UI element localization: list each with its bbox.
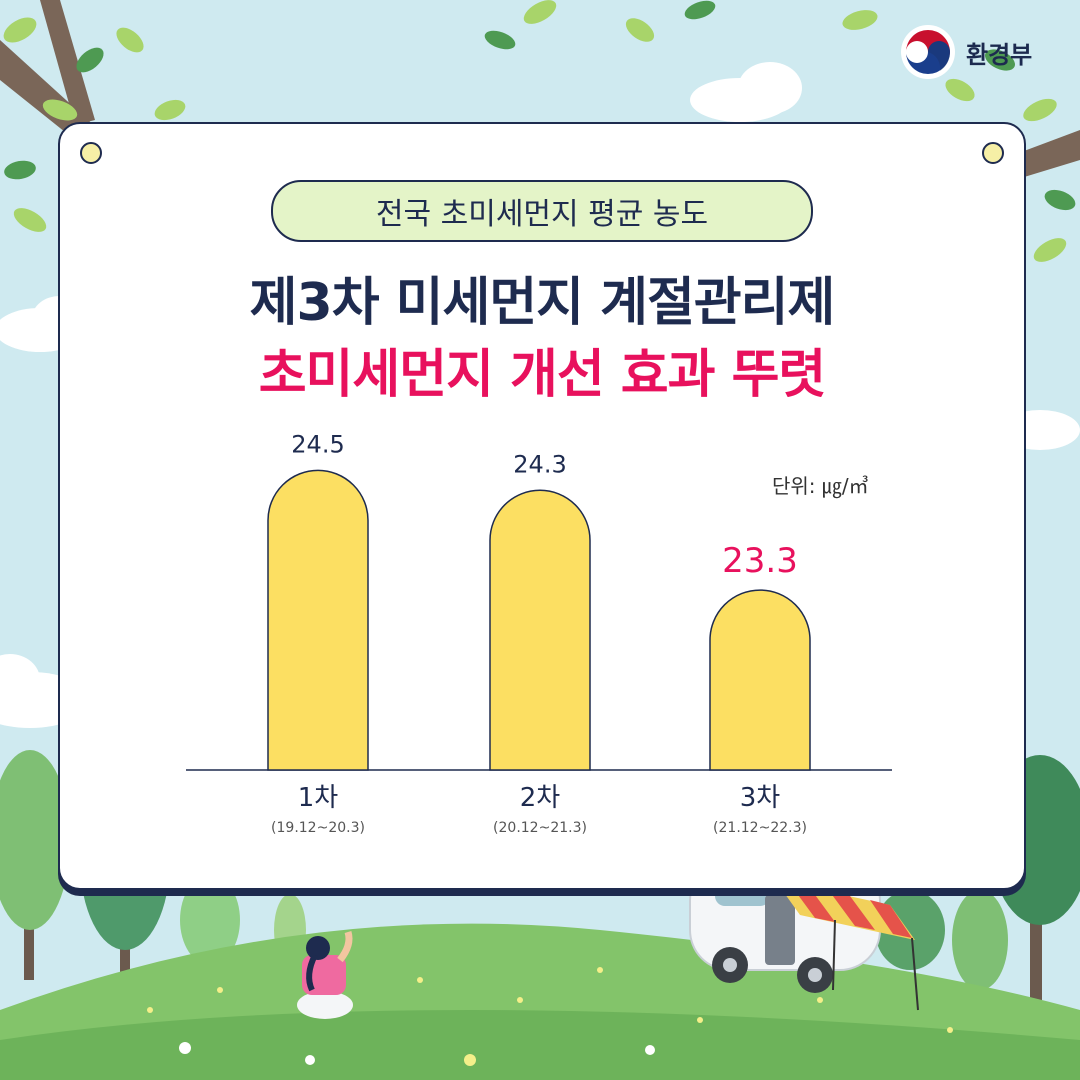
topic-badge: 전국 초미세먼지 평균 농도 [271,180,813,242]
unit-label: 단위: ㎍/㎥ [772,474,869,498]
value-label: 24.5 [291,430,344,458]
bar-chart: 24.5 1차 (19.12~20.3) 24.3 2차 (20.12~21.3) 23.3… [186,430,892,836]
category-label: 2차 [520,783,561,813]
period-label: (19.12~20.3) [271,820,365,836]
period-label: (21.12~22.3) [713,820,807,836]
period-label: (20.12~21.3) [493,820,587,836]
headline-highlight: 초미세먼지 개선 효과 뚜렷 [258,345,827,405]
ministry-name: 환경부 [966,40,1033,69]
taegeuk-emblem-icon [901,25,955,79]
value-label: 24.3 [513,450,566,478]
category-label: 1차 [298,783,339,813]
ministry-logo: 환경부 [900,24,1032,80]
bar-1 [267,469,369,771]
category-label: 3차 [740,783,781,813]
pin-icon [982,142,1004,164]
value-label: 23.3 [722,541,798,581]
bar-3 [709,589,811,771]
infographic-card: 전국 초미세먼지 평균 농도 제3차 미세먼지 계절관리제 초미세먼지 개선 효… [58,122,1026,890]
headline-main: 제3차 미세먼지 계절관리제 [249,273,836,333]
pin-icon [80,142,102,164]
bar-2 [489,489,591,771]
